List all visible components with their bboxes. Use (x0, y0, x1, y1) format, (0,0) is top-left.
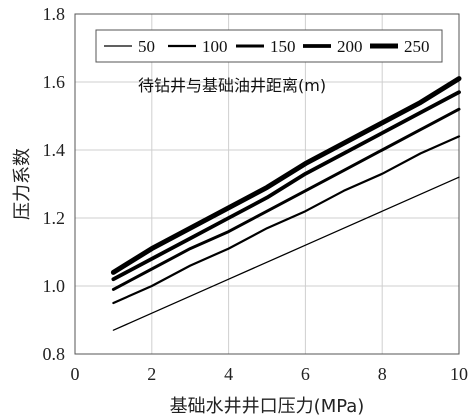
x-tick-label: 6 (301, 364, 310, 384)
y-axis-title: 压力系数 (12, 148, 33, 220)
series-line-50 (112, 176, 460, 331)
y-tick-label: 1.6 (43, 72, 66, 92)
legend: 50 100 150 200 250 (95, 29, 443, 63)
legend-items: 50 100 150 200 250 (104, 37, 430, 56)
x-tick-label: 8 (378, 364, 387, 384)
series-line-100 (112, 135, 461, 305)
y-tick-label: 0.8 (43, 344, 66, 364)
x-tick-label: 10 (450, 364, 468, 384)
series-line-200 (111, 90, 461, 282)
y-tick-label: 1.4 (43, 140, 66, 160)
grid (74, 13, 460, 355)
tick-labels: 0 2 4 6 8 10 0.8 1.0 1.2 1.4 1.6 1.8 (43, 4, 469, 384)
legend-label-250: 250 (404, 37, 430, 56)
series-line-250 (110, 76, 462, 275)
legend-title: 待钻井与基础油井距离(m) (138, 76, 326, 95)
legend-label-200: 200 (337, 37, 363, 56)
series-group (110, 76, 462, 331)
legend-label-50: 50 (138, 37, 155, 56)
legend-label-150: 150 (270, 37, 296, 56)
y-tick-label: 1.0 (43, 276, 66, 296)
x-tick-label: 2 (147, 364, 156, 384)
legend-label-100: 100 (202, 37, 228, 56)
series-line-150 (111, 107, 461, 291)
x-axis-title: 基础水井井口压力(MPa) (170, 396, 365, 417)
x-tick-label: 4 (224, 364, 233, 384)
plot-area-frame (74, 13, 460, 355)
x-tick-label: 0 (71, 364, 80, 384)
y-tick-label: 1.8 (43, 4, 66, 24)
y-tick-label: 1.2 (43, 208, 66, 228)
